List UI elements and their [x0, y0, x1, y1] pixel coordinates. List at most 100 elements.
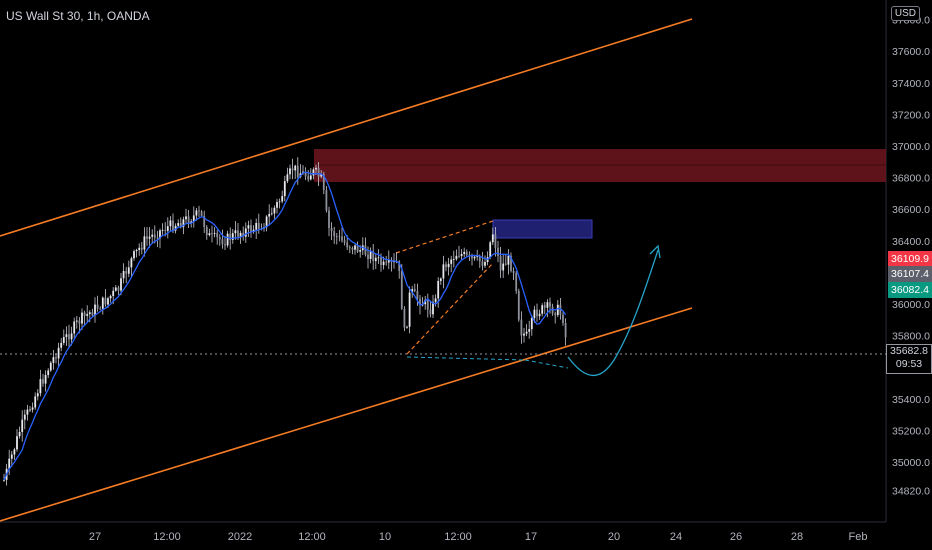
time-tick-label: 28 — [791, 531, 803, 543]
candle-body — [385, 261, 388, 263]
candle-body — [543, 305, 546, 308]
channel-lower-line[interactable] — [0, 307, 693, 522]
candle-body — [325, 190, 328, 211]
candlestick-series[interactable] — [3, 157, 567, 486]
candle-body — [338, 236, 341, 238]
candle-body — [507, 255, 510, 265]
candle-body — [546, 302, 549, 308]
candle-body — [317, 167, 320, 177]
candle-body — [296, 165, 299, 178]
time-tick-label: 24 — [670, 531, 682, 543]
candle-body — [270, 213, 273, 215]
candle-body — [78, 320, 81, 324]
time-tick-label: 12:00 — [153, 531, 181, 543]
candle-body — [21, 419, 24, 432]
price-badge-high: 36109.9 — [888, 251, 932, 267]
candle-body — [538, 313, 541, 317]
price-badge-mid: 36107.4 — [888, 266, 932, 282]
candle-body — [159, 230, 161, 239]
currency-badge[interactable]: USD — [890, 6, 920, 21]
candle-body — [218, 237, 221, 240]
price-axis: 37800.037600.037400.037200.037000.036800… — [892, 15, 930, 498]
price-tick-label: 37400.0 — [892, 78, 930, 90]
price-tick-label: 35400.0 — [892, 394, 930, 406]
candle-body — [328, 210, 330, 228]
candle-body — [143, 236, 146, 250]
candle-body — [104, 297, 107, 305]
candle-body — [49, 362, 52, 371]
candle-body — [367, 254, 369, 259]
candle-body — [177, 223, 180, 226]
price-tick-label: 35200.0 — [892, 425, 930, 437]
candle-body — [138, 247, 141, 250]
candle-body — [309, 175, 312, 180]
last-price-label: 35682.8 — [890, 345, 928, 357]
candle-body — [73, 321, 76, 334]
candle-body — [400, 270, 403, 309]
channel-upper-line[interactable] — [0, 18, 693, 237]
candle-body — [320, 174, 323, 177]
candle-body — [8, 458, 11, 469]
candle-body — [42, 379, 44, 384]
time-axis: 27 12:00 2022 12:00 10 12:00 17 20 24 26 28 Feb — [89, 531, 868, 543]
candle-body — [109, 296, 112, 299]
candle-body — [62, 337, 65, 343]
candle-body — [315, 167, 317, 170]
candle-body — [55, 357, 57, 359]
candle-body — [91, 312, 94, 316]
candle-body — [13, 449, 16, 455]
candle-body — [182, 219, 185, 228]
candle-body — [429, 309, 432, 315]
candle-body — [187, 216, 190, 224]
candle-body — [65, 334, 68, 338]
candle-body — [426, 299, 429, 310]
candle-body — [148, 236, 151, 239]
candle-body — [169, 220, 172, 227]
candle-body — [432, 301, 434, 315]
candle-body — [455, 255, 458, 260]
candle-body — [476, 256, 479, 257]
candle-body — [377, 257, 380, 259]
candle-body — [406, 326, 408, 328]
candle-body — [382, 261, 385, 266]
candle-body — [190, 221, 193, 224]
candle-body — [343, 240, 346, 243]
candle-body — [29, 409, 31, 411]
candle-body — [307, 176, 310, 180]
candle-body — [356, 245, 359, 252]
price-tick-label: 37000.0 — [892, 141, 930, 153]
candle-body — [226, 233, 229, 246]
candle-body — [481, 261, 484, 266]
candle-body — [192, 215, 195, 222]
candle-body — [242, 232, 245, 237]
candle-body — [23, 414, 26, 420]
candle-body — [286, 174, 289, 182]
projection-arrow[interactable] — [567, 249, 659, 377]
candle-body — [101, 297, 104, 309]
candle-body — [268, 214, 271, 217]
candle-body — [354, 245, 356, 250]
arrow-head-icon — [649, 244, 661, 259]
candle-body — [351, 247, 354, 250]
candle-body — [234, 230, 237, 234]
candle-body — [257, 222, 260, 229]
candle-body — [57, 347, 60, 359]
candle-body — [34, 396, 37, 408]
candle-body — [369, 251, 372, 259]
candle-body — [556, 304, 559, 316]
candle-body — [213, 232, 216, 234]
demand-box[interactable] — [492, 219, 593, 239]
time-tick-label: 2022 — [228, 531, 252, 543]
candle-body — [294, 165, 297, 171]
candle-body — [99, 308, 102, 310]
candle-body — [10, 454, 13, 459]
candle-body — [504, 263, 507, 265]
candle-body — [174, 225, 177, 231]
candle-body — [398, 261, 401, 271]
candle-body — [127, 267, 130, 274]
candle-body — [387, 260, 390, 263]
candle-body — [39, 379, 42, 394]
candle-body — [200, 211, 203, 216]
candle-body — [452, 259, 455, 261]
